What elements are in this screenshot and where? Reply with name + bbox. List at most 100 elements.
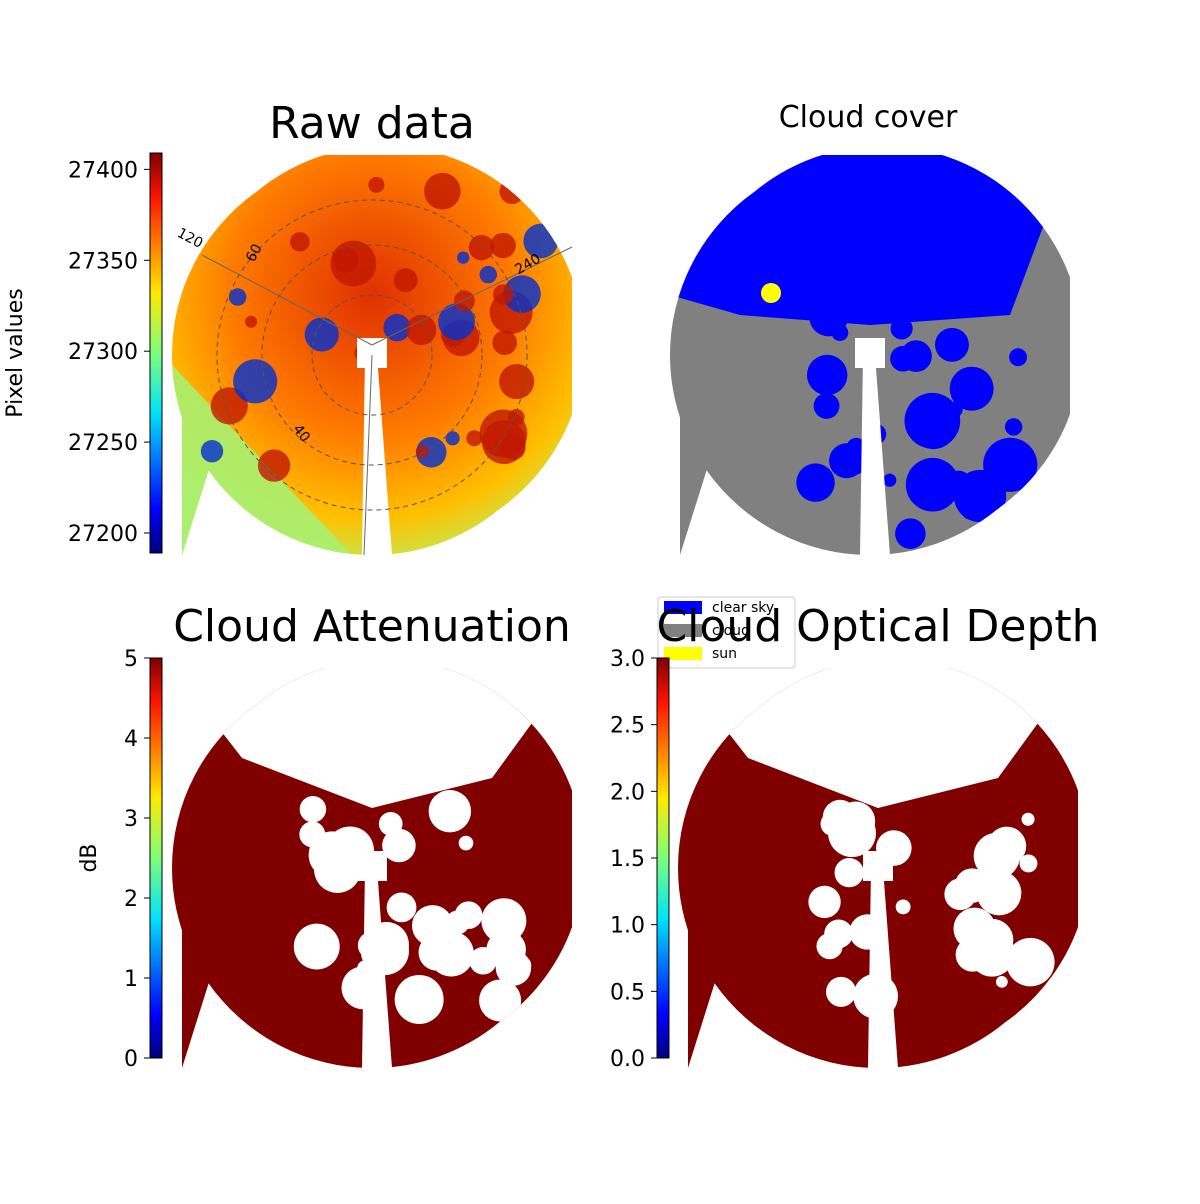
sky-image — [678, 668, 1078, 1068]
image-blob — [987, 826, 1027, 866]
image-blob — [383, 314, 411, 342]
image-blob — [980, 938, 1012, 969]
panel-title: Cloud Attenuation — [173, 601, 571, 652]
image-blob — [453, 290, 475, 312]
image-blob — [438, 303, 475, 341]
polar-label: 120 — [174, 225, 205, 252]
image-blob — [368, 176, 385, 193]
image-blob — [468, 234, 495, 261]
image-blob — [995, 976, 1008, 988]
image-blob — [219, 158, 255, 193]
mask — [362, 868, 392, 1068]
image-blob — [245, 315, 258, 328]
legend-label: sun — [712, 646, 737, 662]
legend-swatch — [664, 601, 702, 614]
image-blob — [415, 445, 429, 459]
colorbar-tick-label: 27350 — [68, 249, 138, 274]
image-blob — [1006, 513, 1047, 554]
colorbar-tick-label: 3.0 — [610, 647, 645, 672]
image-blob — [299, 795, 327, 823]
polar-ring — [261, 244, 483, 466]
colorbar-tick-label: 0 — [124, 1047, 138, 1072]
image-blob — [456, 251, 470, 264]
polar-ring — [216, 199, 528, 511]
image-blob — [904, 392, 961, 449]
image-blob — [299, 821, 326, 848]
image-blob — [458, 835, 474, 851]
colorbar — [656, 657, 670, 1059]
image-blob — [1021, 812, 1035, 826]
image-blob — [840, 813, 851, 824]
image-blob — [290, 232, 310, 252]
mask — [860, 355, 890, 555]
image-blob — [411, 905, 454, 947]
colorbar — [149, 152, 163, 554]
image-blob — [503, 275, 541, 313]
image-region — [172, 668, 572, 808]
colorbar-tick-label: 27200 — [68, 522, 138, 547]
image-blob — [846, 437, 866, 458]
image-blob — [953, 907, 996, 950]
colorbar-tick-label: 0.5 — [610, 980, 645, 1005]
legend: clear sky cloud sun — [657, 596, 796, 669]
image-blob — [492, 284, 514, 305]
image-blob — [895, 518, 926, 549]
image-blob — [824, 919, 853, 949]
image-blob — [809, 297, 848, 337]
image-blob — [495, 950, 532, 986]
image-blob — [386, 892, 417, 923]
image-blob — [895, 899, 911, 915]
colorbar-tick-label: 5 — [124, 647, 138, 672]
image-blob — [808, 885, 841, 919]
polar-ring — [311, 294, 433, 416]
image-blob — [523, 223, 559, 259]
image-blob — [820, 811, 845, 836]
image-blob — [806, 354, 848, 396]
image-blob — [257, 449, 291, 482]
image-blob — [943, 470, 973, 501]
colorbar-tick-label: 2.0 — [610, 780, 645, 805]
image-blob — [434, 950, 450, 966]
image-blob — [382, 828, 416, 863]
sky-image — [172, 668, 572, 1068]
image-blob — [394, 974, 444, 1024]
colorbar-tick-label: 1 — [124, 967, 138, 992]
image-blob — [796, 463, 835, 502]
polar-spoke — [363, 354, 373, 556]
colorbar-tick-label: 2.5 — [610, 714, 645, 739]
image-blob — [210, 387, 248, 425]
image-blob — [499, 363, 535, 400]
colorbar-tick-label: 27400 — [68, 158, 138, 183]
colorbar-tick-label: 1.0 — [610, 914, 645, 939]
sky-image — [670, 155, 1070, 555]
polar-spoke — [201, 254, 373, 346]
colorbar-tick-label: 4 — [124, 727, 138, 752]
image-blob — [834, 858, 864, 888]
image-blob — [1004, 418, 1023, 436]
legend-swatch — [664, 624, 702, 637]
image-blob — [1009, 348, 1028, 367]
image-blob — [428, 789, 472, 833]
panel-title: Cloud Optical Depth — [656, 601, 1099, 652]
image-blob — [492, 330, 518, 355]
image-blob — [1006, 937, 1055, 987]
polar-grid — [201, 199, 573, 556]
image-blob — [499, 178, 525, 205]
colorbar-tick-label: 27250 — [68, 431, 138, 456]
image-blob — [466, 430, 483, 447]
image-blob — [813, 393, 840, 419]
image-blob — [445, 431, 460, 446]
image-blob — [826, 976, 857, 1007]
image-body — [172, 668, 572, 1068]
colorbar — [149, 657, 163, 1059]
image-blob — [978, 520, 998, 539]
panel-title: Cloud cover — [779, 100, 958, 135]
polar-spoke — [371, 246, 573, 346]
image-blob — [233, 359, 278, 404]
image-blob — [424, 172, 461, 210]
image-blob — [406, 314, 437, 345]
image-blob — [481, 898, 527, 944]
panel-title: Raw data — [269, 98, 475, 149]
image-blob — [200, 440, 224, 463]
